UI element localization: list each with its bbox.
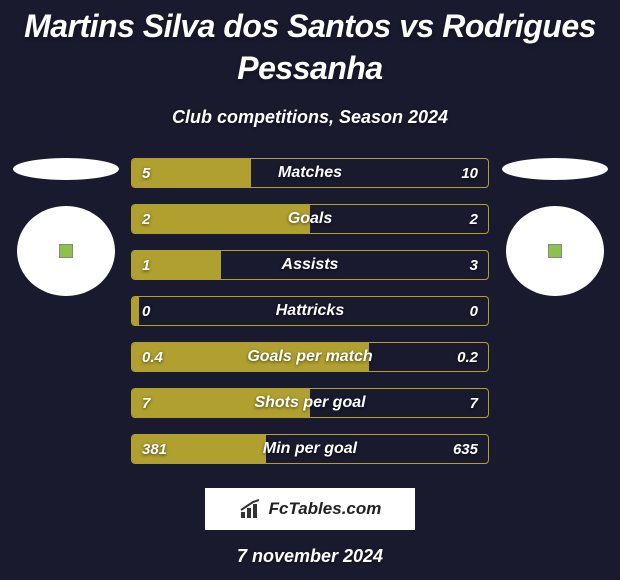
stat-row: 0Hattricks0 xyxy=(131,296,489,326)
stat-right-value: 7 xyxy=(470,389,478,417)
player-right-side xyxy=(497,158,612,296)
comparison-subtitle: Club competitions, Season 2024 xyxy=(0,107,620,128)
stat-right-value: 3 xyxy=(470,251,478,279)
player-left-side xyxy=(8,158,123,296)
chart-icon xyxy=(239,498,263,520)
stat-row: 0.4Goals per match0.2 xyxy=(131,342,489,372)
stat-label: Goals per match xyxy=(132,343,488,371)
stat-label: Assists xyxy=(132,251,488,279)
player-right-avatar xyxy=(506,206,604,296)
site-logo-text: FcTables.com xyxy=(269,499,382,519)
stat-row: 381Min per goal635 xyxy=(131,434,489,464)
comparison-main: 5Matches10 2Goals2 1Assists3 0Hattricks0 0.4… xyxy=(0,158,620,480)
stat-row: 5Matches10 xyxy=(131,158,489,188)
stat-row: 2Goals2 xyxy=(131,204,489,234)
comparison-date: 7 november 2024 xyxy=(0,546,620,567)
comparison-title: Martins Silva dos Santos vs Rodrigues Pe… xyxy=(0,0,620,89)
stat-right-value: 0 xyxy=(470,297,478,325)
player-left-avatar xyxy=(17,206,115,296)
stat-row: 1Assists3 xyxy=(131,250,489,280)
stat-label: Min per goal xyxy=(132,435,488,463)
stat-right-value: 0.2 xyxy=(457,343,478,371)
site-logo: FcTables.com xyxy=(205,488,415,530)
stat-label: Goals xyxy=(132,205,488,233)
stat-row: 7Shots per goal7 xyxy=(131,388,489,418)
player-left-name-placeholder xyxy=(13,158,119,180)
stat-label: Hattricks xyxy=(132,297,488,325)
stat-bars: 5Matches10 2Goals2 1Assists3 0Hattricks0 0.4… xyxy=(123,158,497,480)
stat-right-value: 635 xyxy=(453,435,478,463)
stat-right-value: 2 xyxy=(470,205,478,233)
stat-right-value: 10 xyxy=(461,159,478,187)
stat-label: Matches xyxy=(132,159,488,187)
player-left-flag-icon xyxy=(59,244,73,258)
stat-label: Shots per goal xyxy=(132,389,488,417)
player-right-flag-icon xyxy=(548,244,562,258)
player-right-name-placeholder xyxy=(502,158,608,180)
